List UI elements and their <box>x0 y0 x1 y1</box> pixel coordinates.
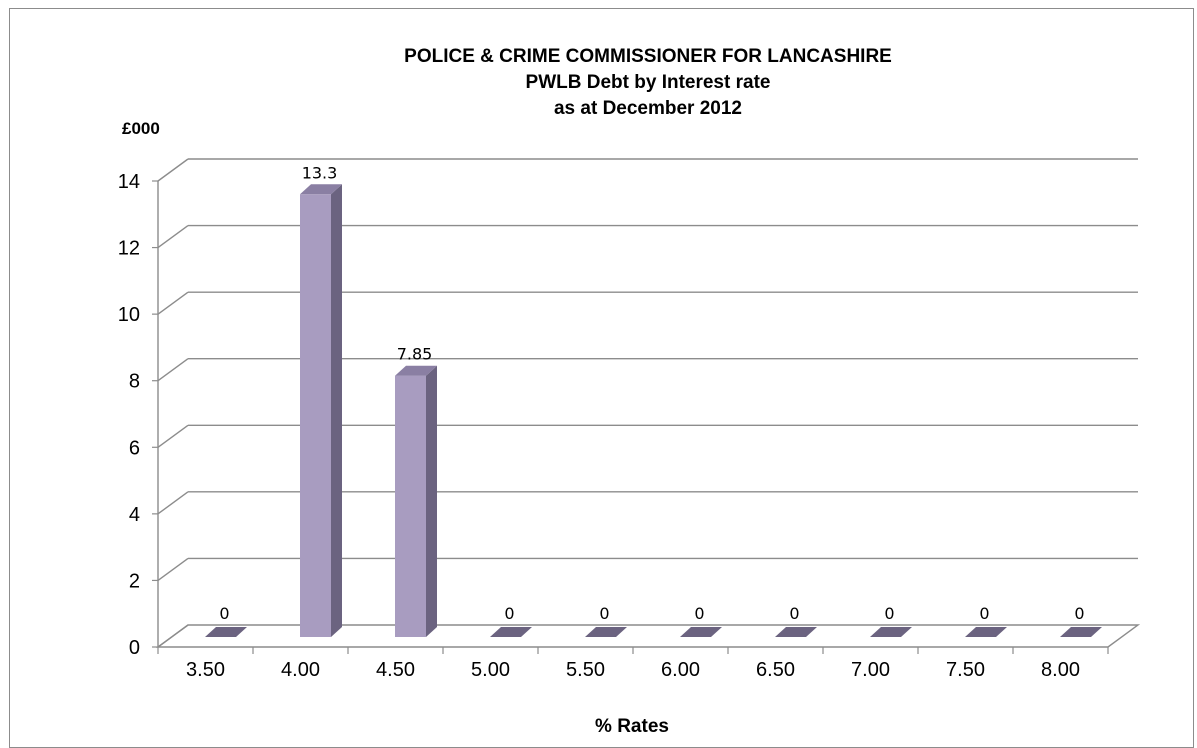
x-tick-label: 7.00 <box>851 659 890 681</box>
data-label: 0 <box>599 604 609 623</box>
data-label: 0 <box>219 604 229 623</box>
bars <box>205 184 1102 638</box>
labels: 0 2 4 6 8 10 12 14 0 3.50 13.3 4.00 7.85 4.50 0 5.00 0 5.… <box>118 163 1085 681</box>
bar <box>965 627 1007 637</box>
gridline-side <box>157 358 189 382</box>
bar-top <box>395 365 437 376</box>
bar-side <box>331 184 342 638</box>
y-tick-label: 0 <box>129 637 140 659</box>
x-tick-label: 5.00 <box>471 659 510 681</box>
data-label: 0 <box>1074 604 1084 623</box>
x-tick-label: 4.00 <box>281 659 320 681</box>
y-tick-label: 6 <box>129 437 140 459</box>
bar-side <box>426 365 437 637</box>
data-label: 0 <box>789 604 799 623</box>
bar <box>775 627 817 637</box>
y-axis-label: £000 <box>122 119 160 138</box>
y-tick-label: 10 <box>118 304 140 326</box>
data-label: 7.85 <box>397 345 433 364</box>
chart-floor <box>155 624 1141 648</box>
x-tick-label: 7.50 <box>946 659 985 681</box>
bar <box>680 627 722 637</box>
gridline-side <box>157 424 189 448</box>
gridline-side <box>157 557 189 581</box>
x-tick-label: 3.50 <box>186 659 225 681</box>
y-tick-label: 4 <box>129 504 140 526</box>
data-label: 13.3 <box>302 163 338 182</box>
data-label: 0 <box>979 604 989 623</box>
chart-title-line-1: POLICE & CRIME COMMISSIONER FOR LANCASHI… <box>404 46 892 67</box>
y-tick-label: 2 <box>129 570 140 592</box>
gridline-side <box>157 291 189 315</box>
bar <box>1060 627 1102 637</box>
chart-title-line-3: as at December 2012 <box>554 98 742 119</box>
data-label: 0 <box>694 604 704 623</box>
bar-top <box>300 184 342 195</box>
x-tick-label: 6.00 <box>661 659 700 681</box>
bar <box>205 627 247 637</box>
gridline-side <box>157 491 189 515</box>
x-tick-label: 5.50 <box>566 659 605 681</box>
y-tick-label: 14 <box>118 171 140 193</box>
x-tick-label: 4.50 <box>376 659 415 681</box>
bar <box>870 627 912 637</box>
x-tick-label: 8.00 <box>1041 659 1080 681</box>
bar <box>300 194 331 638</box>
x-tick-label: 6.50 <box>756 659 795 681</box>
chart-title-line-2: PWLB Debt by Interest rate <box>526 72 771 93</box>
y-tick-label: 8 <box>129 371 140 393</box>
bar <box>395 375 426 637</box>
data-label: 0 <box>504 604 514 623</box>
y-tick-label: 12 <box>118 238 140 260</box>
gridline-side <box>157 225 189 249</box>
x-axis-label: % Rates <box>595 716 669 737</box>
data-label: 0 <box>884 604 894 623</box>
axes <box>152 180 1141 654</box>
gridline-side <box>157 158 189 182</box>
bar <box>490 627 532 637</box>
bar <box>585 627 627 637</box>
